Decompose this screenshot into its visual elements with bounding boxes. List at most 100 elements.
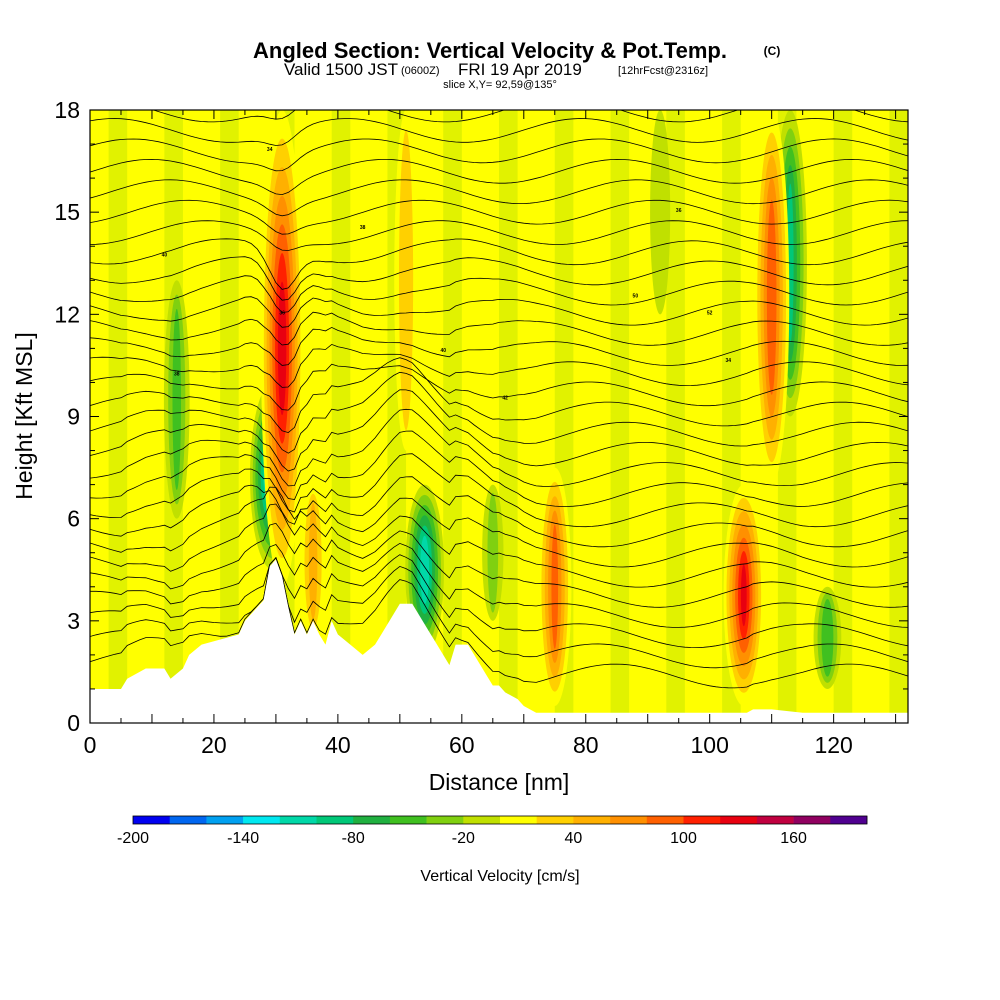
valid-forecast: [12hrFcst@2316z]: [618, 65, 708, 77]
weak-descent-band: [610, 110, 630, 723]
isentrope-label: 36: [676, 208, 682, 214]
colorbar-swatch: [683, 816, 721, 824]
colorbar-swatch: [830, 816, 868, 824]
weak-descent-band: [331, 110, 351, 723]
isentrope-line: [90, 430, 908, 507]
valid-zulu: (0600Z): [401, 65, 440, 77]
colorbar-tick-label: -140: [227, 830, 259, 847]
y-axis-label: Height [Kft MSL]: [11, 332, 37, 499]
isentrope-line: [90, 158, 908, 196]
colorbar-swatch: [793, 816, 831, 824]
slice-info: slice X,Y= 92,59@135°: [443, 79, 557, 91]
isentrope-line: [90, 357, 908, 434]
y-tick-label: 6: [67, 506, 80, 532]
valid-prefix: Valid 1500 JST: [284, 60, 398, 79]
isentrope-line: [90, 275, 908, 313]
updraft-band: [740, 564, 747, 627]
isentrope-line: [90, 542, 908, 628]
isentrope-line: [90, 486, 908, 568]
isentrope-label: 40: [440, 348, 446, 354]
isentrope-label: 38: [360, 225, 366, 231]
colorbar-swatch: [389, 816, 427, 824]
isentrope-line: [90, 371, 908, 454]
updraft-band: [308, 503, 318, 620]
updraft-band: [277, 281, 287, 416]
isentrope-line: [90, 179, 908, 217]
colorbar-swatch: [133, 816, 170, 824]
colorbar-swatch: [206, 816, 244, 824]
downdraft-band: [487, 492, 499, 613]
isentrope-line: [90, 363, 908, 411]
colorbar-swatch: [279, 816, 317, 824]
y-tick-label: 0: [67, 710, 80, 736]
isentrope-line: [90, 343, 908, 388]
colorbar-frame: [132, 815, 868, 825]
colorbar-swatch: [426, 816, 464, 824]
x-tick-label: 0: [84, 732, 97, 758]
x-tick-label: 40: [325, 732, 351, 758]
y-tick-label: 9: [67, 404, 80, 430]
downdraft-band: [420, 535, 430, 604]
weak-descent-band: [443, 110, 462, 723]
isentrope-line: [90, 557, 908, 669]
isentrope-line: [90, 311, 908, 346]
isentrope-label: 34: [726, 358, 732, 364]
colorbar-swatch: [720, 816, 758, 824]
colorbar-swatch: [353, 816, 391, 824]
isentrope-label: 50: [633, 293, 639, 299]
colorbar-swatch: [243, 816, 281, 824]
isentrope-line: [90, 220, 908, 251]
downdraft-band: [650, 110, 671, 315]
colorbar-swatch: [573, 816, 611, 824]
colorbar-swatch: [610, 816, 648, 824]
y-tick-label: 3: [67, 608, 80, 634]
colorbar-swatch: [169, 816, 207, 824]
isentrope-line: [90, 476, 908, 548]
isentrope-line: [90, 326, 908, 366]
colorbar-tick-label: -80: [342, 830, 365, 847]
isentrope-label: 36: [279, 310, 285, 316]
potential-temperature-contours: 34 36 38 40 42 50 52 34 36 38 40: [90, 110, 908, 689]
isentrope-line: [90, 503, 908, 588]
isentrope-line: [90, 389, 908, 472]
weak-descent-band: [499, 110, 518, 723]
chart-title: Angled Section: Vertical Velocity & Pot.…: [253, 38, 727, 63]
isentrope-line: [90, 256, 908, 301]
isentrope-line: [90, 522, 908, 608]
chart-title-unit: (C): [764, 44, 781, 58]
weak-descent-band: [889, 110, 908, 723]
isentrope-label: 52: [707, 310, 713, 316]
colorbar-swatch: [756, 816, 794, 824]
colorbar-swatch: [646, 816, 684, 824]
isentrope-line: [90, 138, 908, 172]
terrain: [90, 559, 908, 723]
downdraft-band: [172, 308, 182, 491]
colorbar-swatch: [463, 816, 501, 824]
colorbar-tick-label: 100: [670, 830, 697, 847]
colorbar-swatch: [536, 816, 574, 824]
valid-time-line: Valid 1500 JST (0600Z) FRI 19 Apr 2019 […: [284, 60, 708, 79]
x-axis-label: Distance [nm]: [429, 769, 570, 795]
colorbar-swatch: [500, 816, 537, 824]
updraft-band: [398, 130, 414, 431]
plot-area: 34 36 38 40 42 50 52 34 36 38 40: [90, 110, 908, 723]
x-tick-label: 120: [814, 732, 852, 758]
x-tick-label: 80: [573, 732, 599, 758]
x-tick-label: 20: [201, 732, 227, 758]
vertical-velocity-field: [108, 110, 908, 723]
weak-descent-band: [220, 110, 239, 723]
isentrope-label: 38: [174, 372, 180, 378]
colorbar-label: Vertical Velocity [cm/s]: [420, 868, 579, 885]
isentrope-line: [90, 453, 908, 528]
weak-descent-band: [833, 110, 853, 723]
colorbar-tick-label: 160: [780, 830, 807, 847]
y-tick-label: 15: [54, 199, 80, 225]
isentrope-line: [152, 110, 908, 123]
updraft-band: [766, 199, 777, 395]
colorbar-tick-label: 40: [565, 830, 583, 847]
isentrope-line: [90, 408, 908, 487]
y-tick-label: 18: [54, 97, 80, 123]
isentrope-line: [90, 118, 908, 146]
